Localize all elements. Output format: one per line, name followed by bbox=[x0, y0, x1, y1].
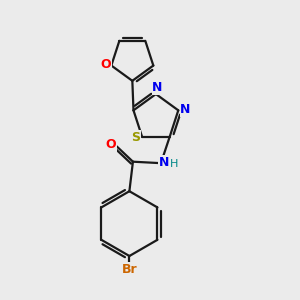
Text: N: N bbox=[180, 103, 190, 116]
Text: Br: Br bbox=[122, 263, 137, 276]
Text: S: S bbox=[131, 131, 140, 144]
Text: H: H bbox=[170, 159, 178, 169]
Text: N: N bbox=[159, 156, 169, 169]
Text: O: O bbox=[101, 58, 111, 70]
Text: N: N bbox=[152, 81, 163, 94]
Text: O: O bbox=[106, 138, 116, 151]
